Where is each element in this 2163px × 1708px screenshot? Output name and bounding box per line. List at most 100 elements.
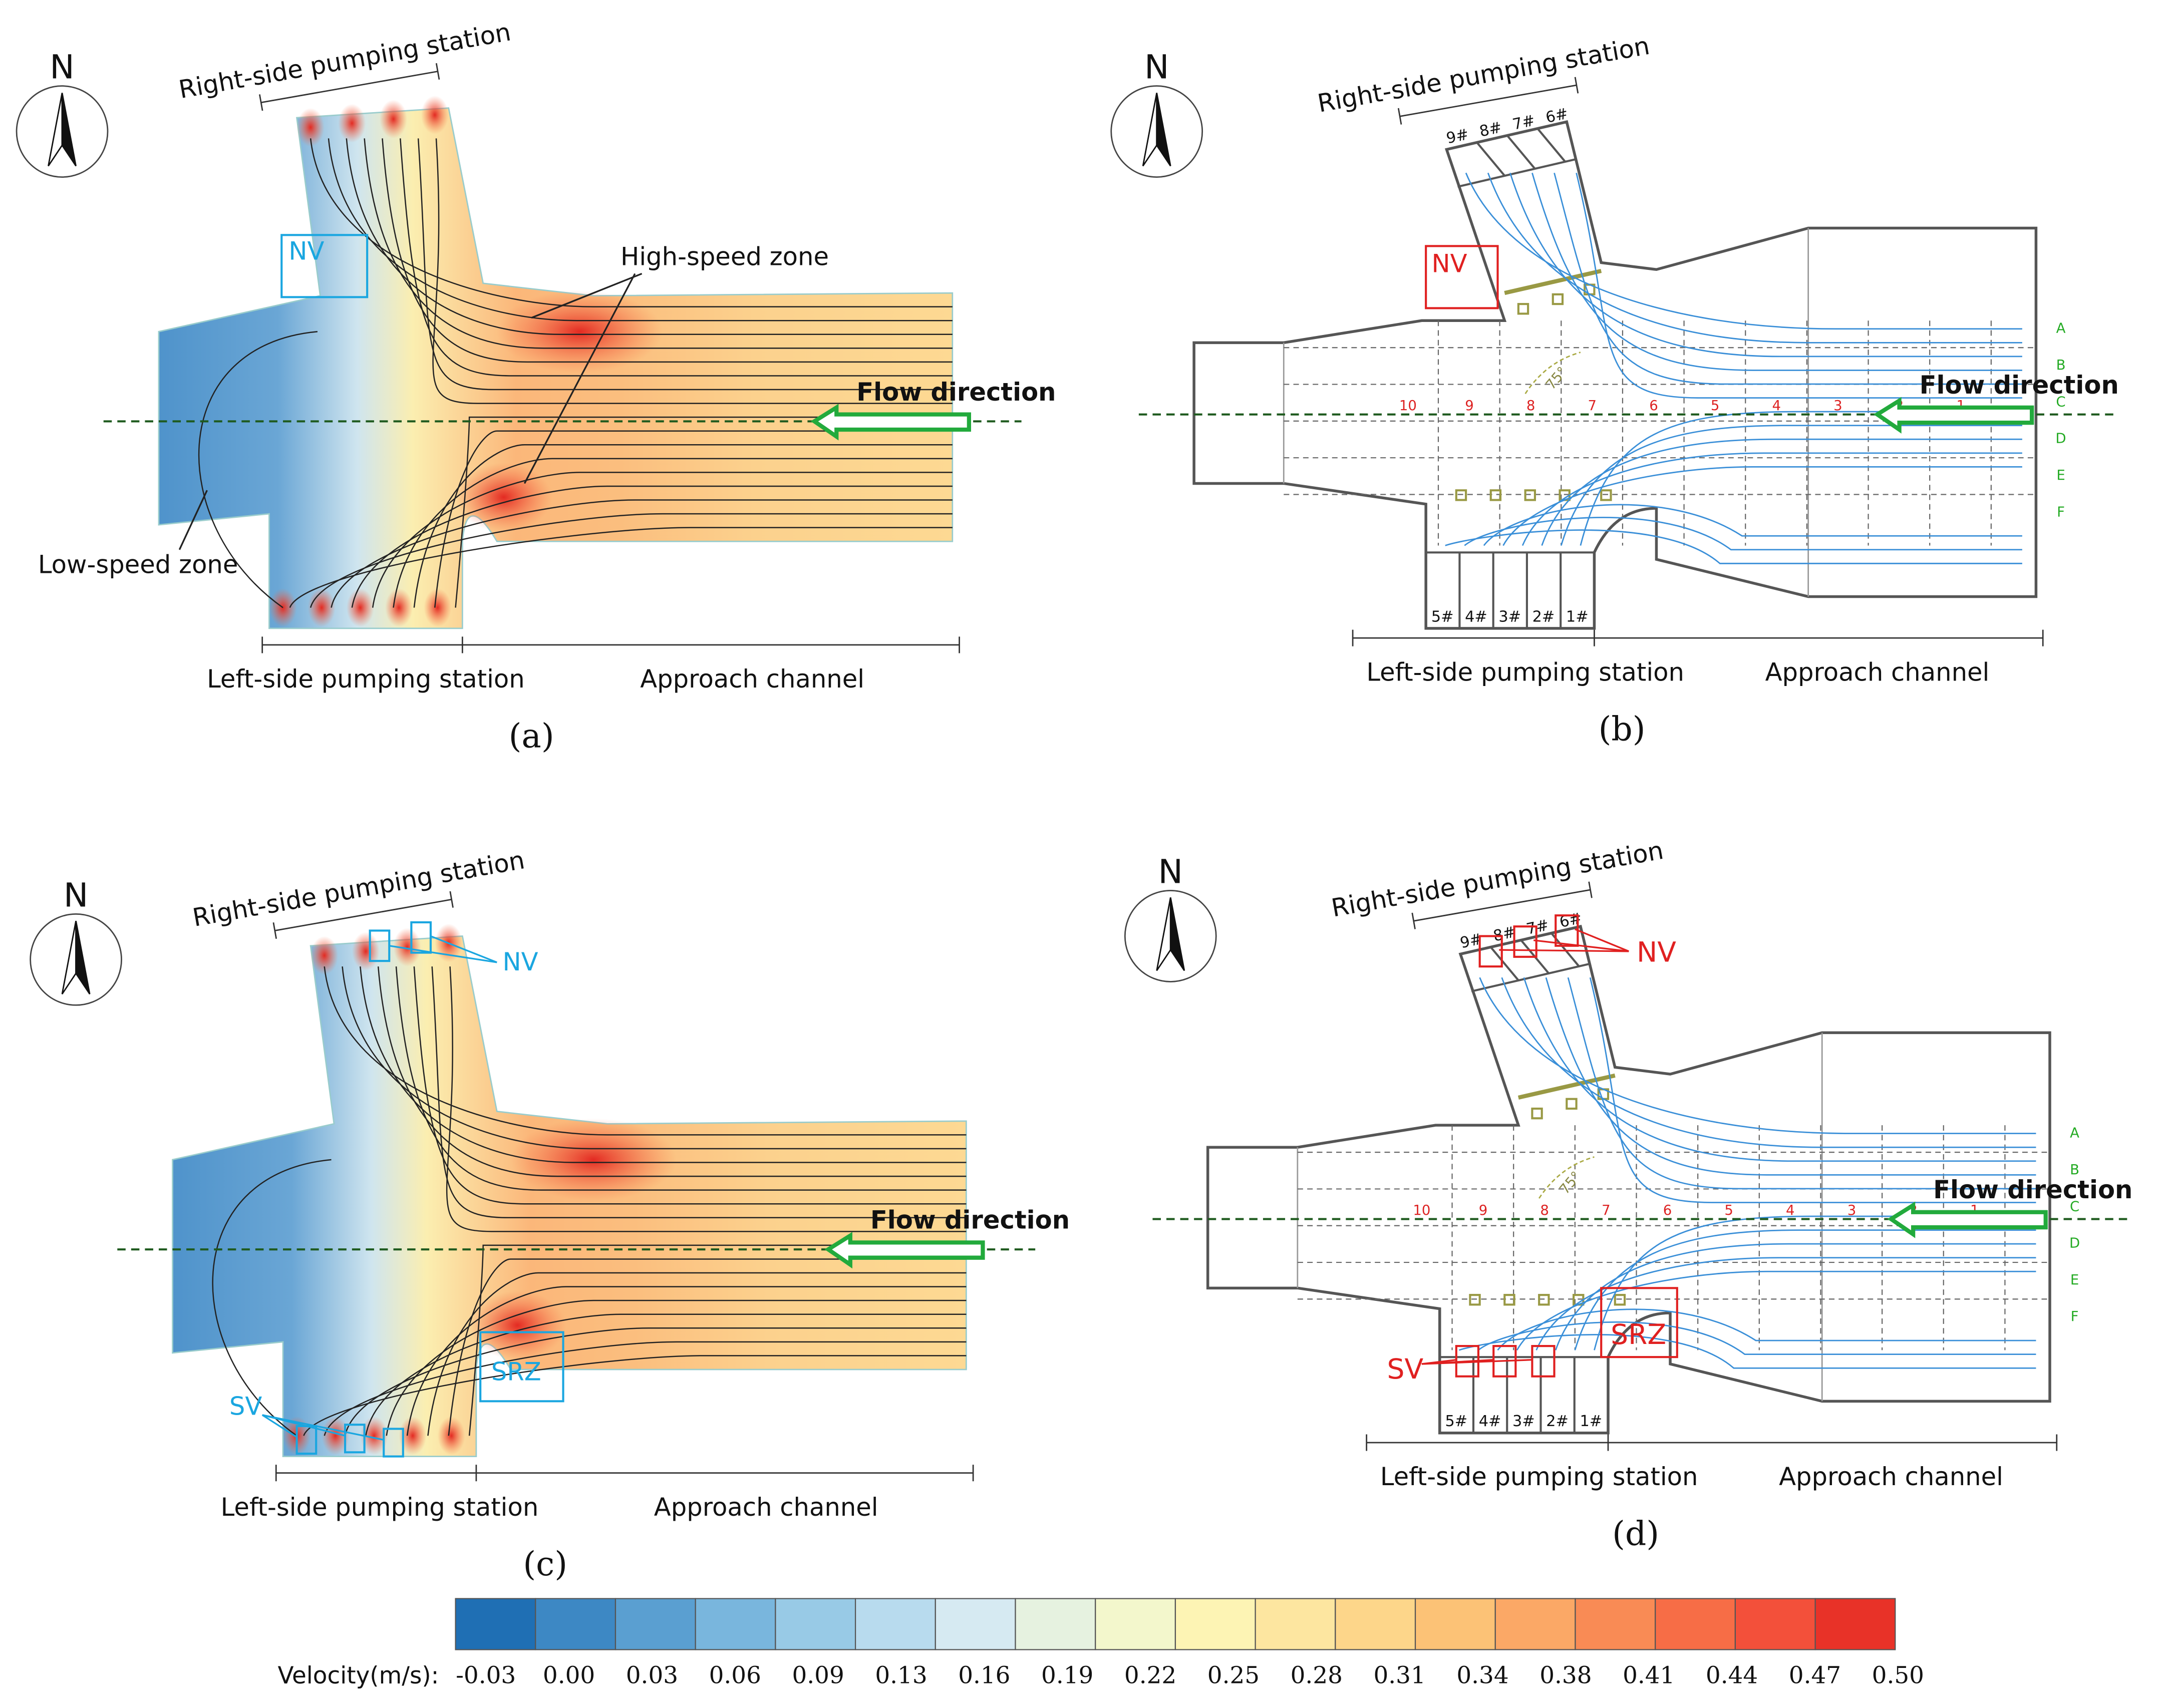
section-label: 7 bbox=[1588, 398, 1597, 414]
colorbar-label: 0.28 bbox=[1291, 1662, 1343, 1689]
pointer-line bbox=[1533, 939, 1629, 952]
colorbar-cell bbox=[1174, 1598, 1256, 1650]
angle-arc bbox=[1524, 352, 1581, 395]
streamline bbox=[1509, 172, 2022, 358]
colorbar-label: 0.44 bbox=[1706, 1662, 1758, 1689]
approach-channel-label: Approach channel bbox=[1779, 1462, 2003, 1491]
approach-channel-label: Approach channel bbox=[654, 1493, 878, 1522]
bracket-tick bbox=[1411, 912, 1416, 929]
annotation: NV bbox=[503, 947, 538, 976]
schematic-panel: N10987654321ABCDEF75°9#8#7#6#5#4#3#2#1#F… bbox=[1124, 836, 2132, 1553]
outlet-spot bbox=[424, 588, 452, 627]
row-label: E bbox=[2056, 467, 2065, 483]
angle-label: 75° bbox=[1557, 1168, 1585, 1197]
streamline bbox=[324, 1341, 967, 1436]
streamline bbox=[1521, 452, 2022, 546]
row-label: F bbox=[2057, 504, 2065, 520]
pier bbox=[1614, 1294, 1626, 1306]
colorbar-cell bbox=[1575, 1598, 1656, 1650]
streamline bbox=[328, 138, 953, 321]
colorbar-cell bbox=[775, 1598, 856, 1650]
streamline bbox=[413, 444, 953, 608]
outlet-spot bbox=[311, 936, 339, 975]
streamline bbox=[289, 527, 953, 608]
pump-label: 1# bbox=[1580, 1413, 1602, 1430]
pump-label: 2# bbox=[1532, 608, 1555, 625]
channel-outline bbox=[1206, 924, 2051, 1435]
highlight-box bbox=[383, 1428, 404, 1458]
pump-divider bbox=[1471, 962, 1591, 992]
pointer-line bbox=[1421, 1359, 1532, 1365]
streamline bbox=[400, 138, 953, 377]
colorbar-cell bbox=[1335, 1598, 1416, 1650]
outlet-spot bbox=[307, 588, 336, 627]
colorbar-label: 0.38 bbox=[1539, 1662, 1592, 1689]
pier bbox=[1455, 489, 1467, 501]
streamline bbox=[377, 966, 967, 1177]
approach-channel-label: Approach channel bbox=[640, 664, 864, 694]
left-station-label: Left-side pumping station bbox=[1366, 657, 1684, 687]
left-station-label: Left-side pumping station bbox=[1380, 1462, 1698, 1491]
section-label: 5 bbox=[1711, 398, 1720, 414]
baffle bbox=[1517, 1073, 1616, 1100]
annotation: NV bbox=[1432, 249, 1467, 278]
streamline bbox=[395, 966, 967, 1191]
outlet-spot bbox=[421, 95, 449, 135]
pump-label: 3# bbox=[1498, 608, 1521, 625]
pointer-line bbox=[1575, 928, 1629, 952]
streamline bbox=[344, 1327, 967, 1436]
pier bbox=[1552, 293, 1564, 305]
compass-north: N bbox=[1158, 853, 1183, 891]
outlet-spot bbox=[399, 1416, 427, 1455]
streamline bbox=[1445, 529, 2022, 564]
panel-label: (d) bbox=[1612, 1514, 1659, 1553]
highlight-box bbox=[1513, 925, 1537, 958]
colorbar-label: 0.09 bbox=[792, 1662, 844, 1689]
colorbar-cell bbox=[1255, 1598, 1336, 1650]
streamline bbox=[1483, 504, 2022, 546]
annotation: SRZ bbox=[491, 1357, 541, 1387]
compass-needle-right bbox=[1156, 93, 1171, 167]
highlight-box bbox=[1425, 245, 1499, 309]
pump-divider bbox=[1457, 158, 1577, 188]
pump-divider bbox=[1506, 135, 1536, 170]
bracket-line bbox=[274, 898, 452, 931]
outlet-spot bbox=[346, 588, 374, 627]
streamline bbox=[446, 966, 967, 1232]
bracket-tick bbox=[1588, 881, 1593, 898]
compass-needle-right bbox=[1169, 897, 1185, 971]
section-label: 4 bbox=[1772, 398, 1781, 414]
row-label: B bbox=[2070, 1162, 2079, 1178]
section-label: 5 bbox=[1724, 1202, 1733, 1218]
highlight-box bbox=[1478, 935, 1503, 968]
row-label: C bbox=[2056, 394, 2065, 410]
bracket-tick bbox=[435, 63, 440, 80]
section-label: 9 bbox=[1479, 1202, 1488, 1218]
outlet-spot bbox=[352, 932, 380, 971]
annotation: SRZ bbox=[1611, 1318, 1666, 1350]
angle-arc bbox=[1538, 1156, 1595, 1199]
section-label: 3 bbox=[1833, 398, 1842, 414]
colorbar-title: Velocity(m/s): bbox=[278, 1662, 439, 1689]
colorbar-cell bbox=[535, 1598, 616, 1650]
streamline bbox=[1541, 438, 2022, 546]
colorbar-cell bbox=[1414, 1598, 1496, 1650]
flow-arrow bbox=[1873, 397, 2034, 434]
colorbar-cell bbox=[854, 1598, 936, 1650]
pump-label: 1# bbox=[1566, 608, 1589, 625]
compass-needle-right bbox=[61, 93, 77, 167]
colorbar-label: 0.34 bbox=[1456, 1662, 1508, 1689]
flow-direction-label: Flow direction bbox=[870, 1206, 1070, 1235]
colorbar-label: 0.31 bbox=[1373, 1662, 1425, 1689]
streamline bbox=[310, 513, 953, 608]
section-label: 8 bbox=[1540, 1202, 1549, 1218]
pointer-line bbox=[523, 273, 636, 484]
outlet-spot bbox=[379, 100, 408, 139]
streamline bbox=[468, 1244, 967, 1436]
row-label: F bbox=[2071, 1308, 2079, 1324]
flow-direction-label: Flow direction bbox=[1920, 371, 2119, 400]
pier bbox=[1538, 1294, 1550, 1306]
highlight-box bbox=[344, 1424, 366, 1454]
flow-arrow bbox=[824, 1232, 985, 1269]
